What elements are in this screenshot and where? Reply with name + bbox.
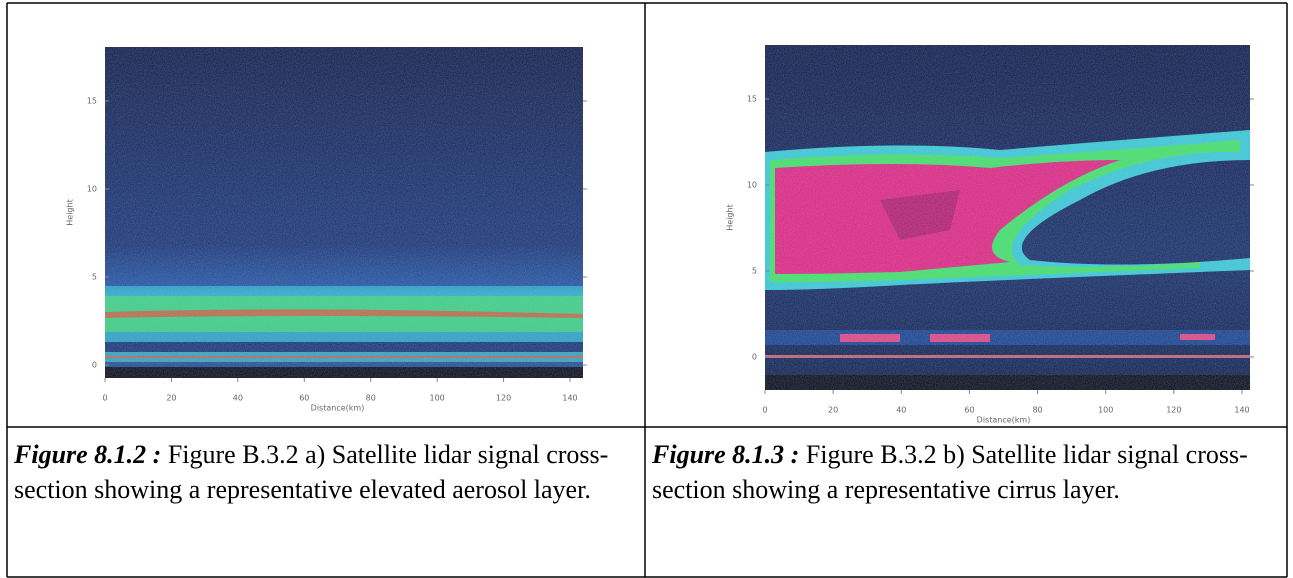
lidar-image-a [105,47,583,378]
caption-text: Figure B.3.2 b) Satellite lidar signal c… [652,440,1248,504]
x-tick-label: 120 [496,394,511,403]
x-tick-label: 0 [102,394,107,403]
x-tick-label: 140 [562,394,577,403]
y-tick-label: 15 [747,95,757,104]
x-tick-label: 100 [1098,406,1113,415]
y-tick-label: 10 [747,181,757,190]
x-tick-label: 100 [430,394,445,403]
x-tick-label: 40 [896,406,906,415]
x-tick-label: 40 [233,394,243,403]
x-tick-label: 80 [1032,406,1042,415]
y-tick-label: 10 [87,185,97,194]
y-tick-label: 0 [752,353,757,362]
caption: Figure 8.1.3 : Figure B.3.2 b) Satellite… [652,437,1272,507]
x-tick-label: 80 [366,394,376,403]
caption-label: Figure 8.1.3 : [652,440,800,469]
y-tick-label: 0 [92,361,97,370]
y-tick-label: 15 [87,97,97,106]
caption: Figure 8.1.2 : Figure B.3.2 a) Satellite… [14,437,614,507]
x-tick-label: 120 [1166,406,1181,415]
y-tick-label: 5 [752,267,757,276]
table-borders [6,2,1288,578]
y-axis-label: Height [726,204,735,230]
x-tick-label: 140 [1234,406,1249,415]
caption-label: Figure 8.1.2 : [14,440,162,469]
y-axis-label: Height [66,199,75,225]
caption-text: Figure B.3.2 a) Satellite lidar signal c… [14,440,609,504]
lidar-image-b [765,45,1250,390]
x-tick-label: 0 [762,406,767,415]
x-tick-label: 20 [828,406,838,415]
y-tick-label: 5 [92,273,97,282]
x-tick-label: 60 [299,394,309,403]
x-axis-label: Distance(km) [311,404,365,413]
x-tick-label: 20 [166,394,176,403]
x-axis-label: Distance(km) [977,416,1031,425]
x-tick-label: 60 [964,406,974,415]
